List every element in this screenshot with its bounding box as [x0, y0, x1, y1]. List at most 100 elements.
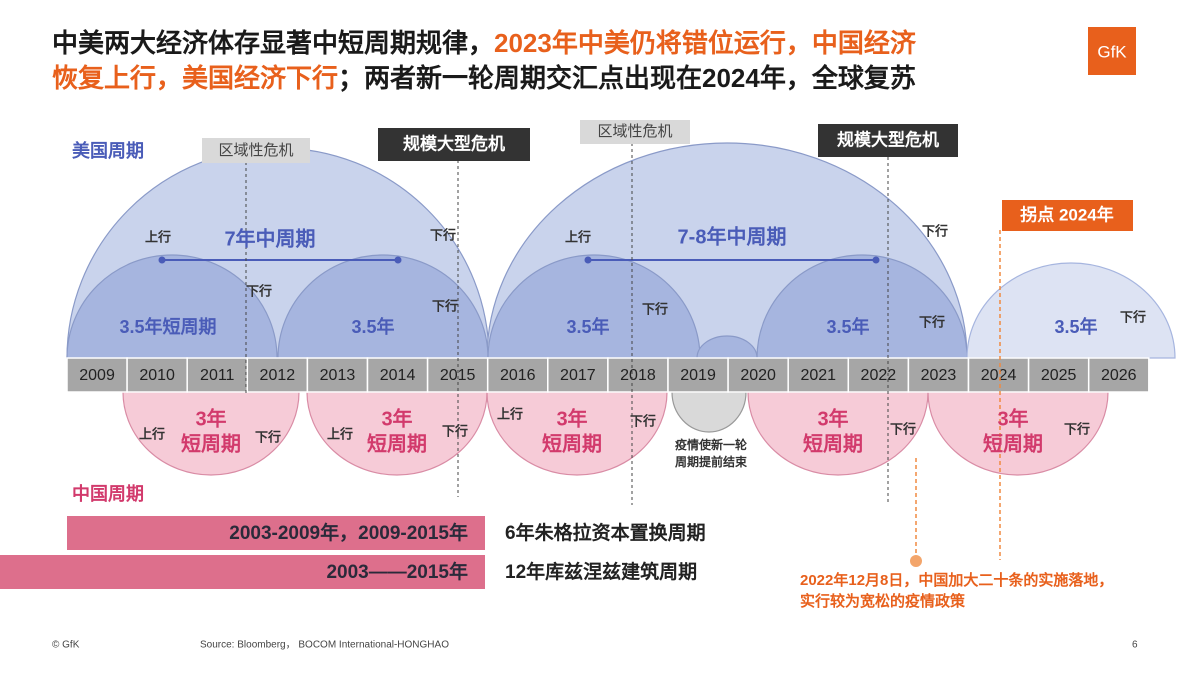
year-cell: [486, 357, 549, 393]
crisis-box: [378, 128, 530, 161]
period: 2003——2015年: [326, 560, 468, 583]
china-cycle-label: 疫情使新一轮: [675, 437, 748, 452]
trend-up: 上行: [565, 229, 591, 244]
crisis-box: [202, 138, 310, 163]
year-axis: 2009 2010 2011 2012 2013 2014 2015 2016 2017 2018…: [66, 357, 1150, 393]
china-cycle-label: 短周期: [803, 431, 863, 455]
year-cell: [967, 357, 1030, 393]
year: 2020: [740, 367, 776, 384]
us-cycle: [277, 254, 489, 359]
year: 2010: [139, 367, 175, 384]
china-cycle: [122, 391, 300, 476]
crisis-box: [818, 124, 958, 157]
us-cycle: [756, 254, 968, 359]
year: 2014: [380, 367, 416, 384]
year-cell: [1027, 357, 1090, 393]
title-segment: 中美两大经济体存显著中短周期规律，: [52, 28, 494, 58]
trend-down: 下行: [442, 423, 468, 438]
trend-down: 下行: [246, 283, 272, 298]
crisis: 区域性危机: [218, 142, 293, 159]
us-cycle: [487, 254, 701, 359]
china-cycle-label: 3年: [195, 406, 226, 430]
title-line: 中美两大经济体存显著中短周期规律，2023年中美仍将错位运行，中国经济: [52, 28, 917, 58]
us-cycle-label: 3.5年: [1054, 316, 1097, 337]
title-segment: 2023年中美仍将错位运行，中国经济: [494, 28, 917, 58]
turning-point: 拐点 2024年: [1020, 204, 1114, 224]
us-cycle-label: 7年中周期: [224, 226, 315, 250]
year: 2025: [1041, 367, 1077, 384]
crisis-box: [580, 120, 690, 144]
year-cell: [126, 357, 188, 393]
cycles: [66, 142, 1176, 476]
year: 2024: [981, 367, 1017, 384]
year-cell: [366, 357, 429, 393]
year-cell: [547, 357, 609, 393]
china-cycle-label: 短周期: [181, 431, 241, 455]
year-cell: [727, 357, 789, 393]
title: 中美两大经济体存显著中短周期规律，2023年中美仍将错位运行，中国经济恢复上行，…: [52, 28, 917, 93]
trend-down: 下行: [890, 421, 916, 436]
year-cell: [607, 357, 669, 393]
trend-up: 上行: [497, 406, 523, 421]
year: 2016: [500, 367, 536, 384]
china-cycle: [747, 391, 929, 476]
china-cycle-label: 短周期: [983, 431, 1043, 455]
annotation: 2022年12月8日，中国加大二十条的实施落地，: [800, 571, 1113, 589]
china-cycle: [486, 391, 668, 476]
trend-down: 下行: [1120, 309, 1146, 324]
year-cell: [1087, 357, 1150, 393]
logo-box: [1088, 27, 1136, 75]
year: 2011: [200, 367, 235, 384]
copyright: © GfK: [52, 640, 80, 651]
year: 2013: [320, 367, 356, 384]
trend-up: 上行: [327, 426, 353, 441]
us-cycle-label: 3.5年短周期: [119, 316, 216, 337]
event-dot: [910, 555, 922, 567]
period-desc: 12年库兹涅兹建筑周期: [505, 560, 697, 583]
us-cycle: [966, 262, 1176, 359]
china-label: 中国周期: [72, 483, 144, 504]
crisis: 规模大型危机: [403, 133, 505, 153]
us-label: 美国周期: [72, 140, 144, 161]
year: 2015: [440, 367, 476, 384]
trend-down: 下行: [922, 223, 948, 238]
arrow-dot: [158, 256, 166, 264]
china-cycle-label: 周期提前结束: [675, 454, 748, 469]
year-cell: [907, 357, 970, 393]
crisis-lines: [245, 143, 889, 505]
us-cycle-label: 3.5年: [826, 316, 869, 337]
long-cycles: 2003-2009年，2009-2015年 6年朱格拉资本置换周期 2003——20…: [0, 516, 706, 589]
year-cell: [306, 357, 369, 393]
crisis: 规模大型危机: [837, 129, 939, 149]
period-bar: [0, 555, 485, 589]
trend-down: 下行: [630, 413, 656, 428]
turning-lines: [915, 230, 1001, 560]
arrow-dot: [584, 256, 592, 264]
us-cycle-label: 7-8年中周期: [678, 224, 787, 248]
china-cycle: [671, 391, 747, 433]
trend-up: 上行: [145, 229, 171, 244]
china-cycle-label: 3年: [817, 406, 848, 430]
trend-down: 下行: [642, 301, 668, 316]
title-line: 恢复上行，美国经济下行；两者新一轮周期交汇点出现在2024年，全球复苏: [52, 63, 916, 93]
trend-down: 下行: [255, 429, 281, 444]
us-cycle: [66, 254, 278, 359]
trend-down: 下行: [1064, 421, 1090, 436]
year-cell: [426, 357, 489, 393]
logo: GfK: [1097, 42, 1127, 61]
year: 2022: [861, 367, 897, 384]
china-cycle-label: 3年: [556, 406, 587, 430]
crisis: 区域性危机: [597, 123, 672, 140]
year: 2023: [921, 367, 957, 384]
china-cycle: [927, 391, 1109, 476]
us-cycle-label: 3.5年: [566, 316, 609, 337]
trend-up: 上行: [139, 426, 165, 441]
china-cycle-label: 短周期: [542, 431, 602, 455]
year: 2009: [79, 367, 115, 384]
year: 2012: [260, 367, 296, 384]
title-segment: 恢复上行，美国经济下行: [52, 63, 338, 93]
arrow-dot: [394, 256, 402, 264]
trend-down: 下行: [430, 227, 456, 242]
